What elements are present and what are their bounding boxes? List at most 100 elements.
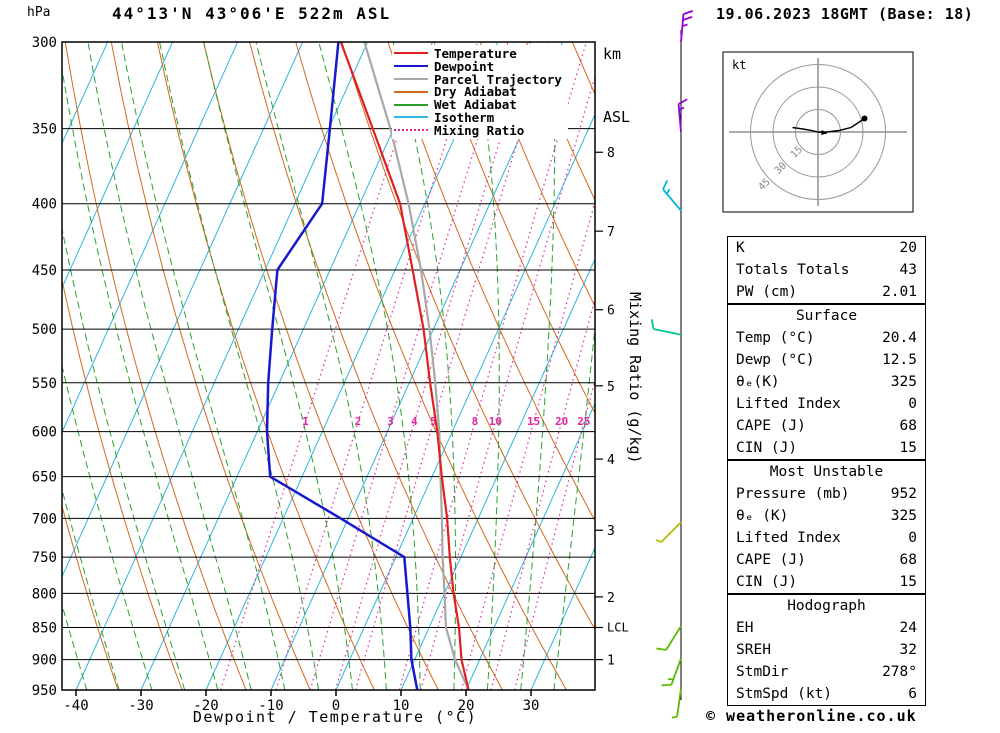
legend-item-label: Isotherm: [434, 109, 495, 125]
wet-adiabat-line: [62, 65, 219, 690]
row-label: CAPE (J): [736, 418, 806, 434]
dry-adiabat-line: [62, 504, 119, 690]
isotherm-line: [205, 42, 499, 690]
temp-tick-label: -30: [128, 698, 153, 714]
row-value: 325: [890, 508, 917, 524]
km-tick-label: 1: [607, 654, 615, 669]
mixing-ratio-line: [420, 74, 595, 690]
table-row: EH 24: [728, 617, 925, 639]
km-label: km: [603, 45, 622, 63]
hodograph-ring: [795, 109, 841, 155]
plot-border: [61, 41, 596, 691]
pressure-tick-label: 800: [32, 586, 57, 602]
table-row: Lifted Index 0: [728, 527, 925, 549]
wet-adiabat-line: [159, 42, 320, 690]
mixing-ratio-label: 3: [387, 415, 394, 428]
dry-adiabat-line: [64, 42, 247, 690]
wind-barb: [671, 688, 682, 719]
isotherm-line: [140, 42, 434, 690]
pressure-tick-label: 550: [32, 376, 57, 392]
legend-line-sample: [394, 129, 428, 132]
pressure-tick-label: 950: [32, 683, 57, 699]
table-row: PW (cm) 2.01: [728, 281, 925, 303]
row-value: 325: [890, 374, 917, 390]
row-label: CAPE (J): [736, 552, 806, 568]
row-value: 20: [899, 240, 917, 256]
station-title: 44°13'N 43°06'E 522m ASL: [112, 4, 392, 23]
pressure-tick-label: 750: [32, 550, 57, 566]
mixing-ratio-line: [334, 42, 531, 690]
pressure-tick-label: 650: [32, 470, 57, 486]
dry-adiabat-line: [387, 42, 595, 522]
table-row: K 20: [728, 237, 925, 259]
temp-tick-label: -40: [63, 698, 88, 714]
wet-adiabat-line: [203, 42, 353, 690]
row-value: 6: [908, 686, 917, 702]
pressure-tick-label: 500: [32, 322, 57, 338]
wet-adiabat-line: [392, 42, 457, 690]
copyright: © weatheronline.co.uk: [706, 707, 917, 725]
row-label: CIN (J): [736, 574, 798, 590]
row-value: 2.01: [882, 284, 917, 300]
temp-tick-label: 0: [332, 698, 340, 714]
isotherm-line: [465, 402, 595, 690]
wet-adiabat-line: [553, 323, 595, 690]
legend-item-label: Temperature: [434, 45, 517, 61]
mixing-ratio-label: 15: [527, 415, 540, 428]
mixing-ratio-line: [460, 199, 595, 690]
legend-line-sample: [394, 52, 428, 55]
legend: Temperature Dewpoint Parcel Trajectory Dry …: [392, 45, 568, 139]
table-row: Pressure (mb) 952: [728, 483, 925, 505]
wind-barb: [655, 521, 682, 543]
row-value: 0: [908, 396, 917, 412]
mixing-ratio-label: 2: [355, 415, 362, 428]
hodograph-table: Hodograph EH 24 SREH 32 StmDir 278° StmSpd (kt)…: [727, 594, 926, 706]
wet-adiabat-line: [62, 226, 186, 690]
mixing-ratio-label: 8: [472, 415, 479, 428]
wet-adiabat-line: [255, 42, 387, 690]
km-tick-label: 8: [607, 146, 615, 161]
isotherm-line: [270, 42, 564, 690]
legend-line-sample: [394, 90, 428, 93]
table-row: CIN (J) 15: [728, 437, 925, 459]
wet-adiabat-line: [121, 42, 286, 690]
km-tick-label: 3: [607, 524, 615, 539]
table-row: Lifted Index 0: [728, 393, 925, 415]
wind-barb: [680, 10, 694, 43]
legend-item: Parcel Trajectory: [394, 72, 562, 87]
row-label: Lifted Index: [736, 530, 841, 546]
pressure-tick-label: 300: [32, 35, 57, 51]
table-row: StmSpd (kt) 6: [728, 683, 925, 705]
legend-item-label: Mixing Ratio: [434, 122, 525, 138]
temp-tick-label: -10: [258, 698, 283, 714]
row-label: StmDir: [736, 664, 789, 680]
most-unstable-table: Most Unstable Pressure (mb) 952 θₑ (K) 325 Li…: [727, 460, 926, 594]
row-label: CIN (J): [736, 440, 798, 456]
km-asl-axis-label: km ASL: [603, 2, 639, 170]
pressure-unit-label: hPa: [27, 5, 51, 20]
table-row: Totals Totals 43: [728, 259, 925, 281]
indices-table: K 20 Totals Totals 43 PW (cm) 2.01: [727, 236, 926, 304]
mixing-ratio-label: 25: [577, 415, 590, 428]
km-tick-label: 6: [607, 304, 615, 319]
km-tick-label: 7: [607, 225, 615, 240]
mixing-ratio-label: 1: [302, 415, 309, 428]
isotherm-line: [62, 42, 239, 434]
legend-line-sample: [394, 77, 428, 80]
legend-line-sample: [394, 103, 428, 106]
legend-line-sample: [394, 65, 428, 68]
row-label: θₑ (K): [736, 508, 789, 524]
mixing-ratio-line: [490, 296, 595, 690]
table-title: Hodograph: [787, 598, 866, 614]
pressure-tick-label: 450: [32, 263, 57, 279]
legend-item-label: Dry Adiabat: [434, 84, 517, 100]
table-title: Most Unstable: [769, 464, 884, 480]
row-label: PW (cm): [736, 284, 798, 300]
pressure-tick-label: 850: [32, 620, 57, 636]
legend-item: Wet Adiabat: [394, 97, 562, 112]
hodograph-ring: [772, 86, 864, 178]
mixing-ratio-label: 20: [555, 415, 568, 428]
background-lines: [62, 42, 595, 690]
mixing-ratio-line: [398, 42, 587, 690]
